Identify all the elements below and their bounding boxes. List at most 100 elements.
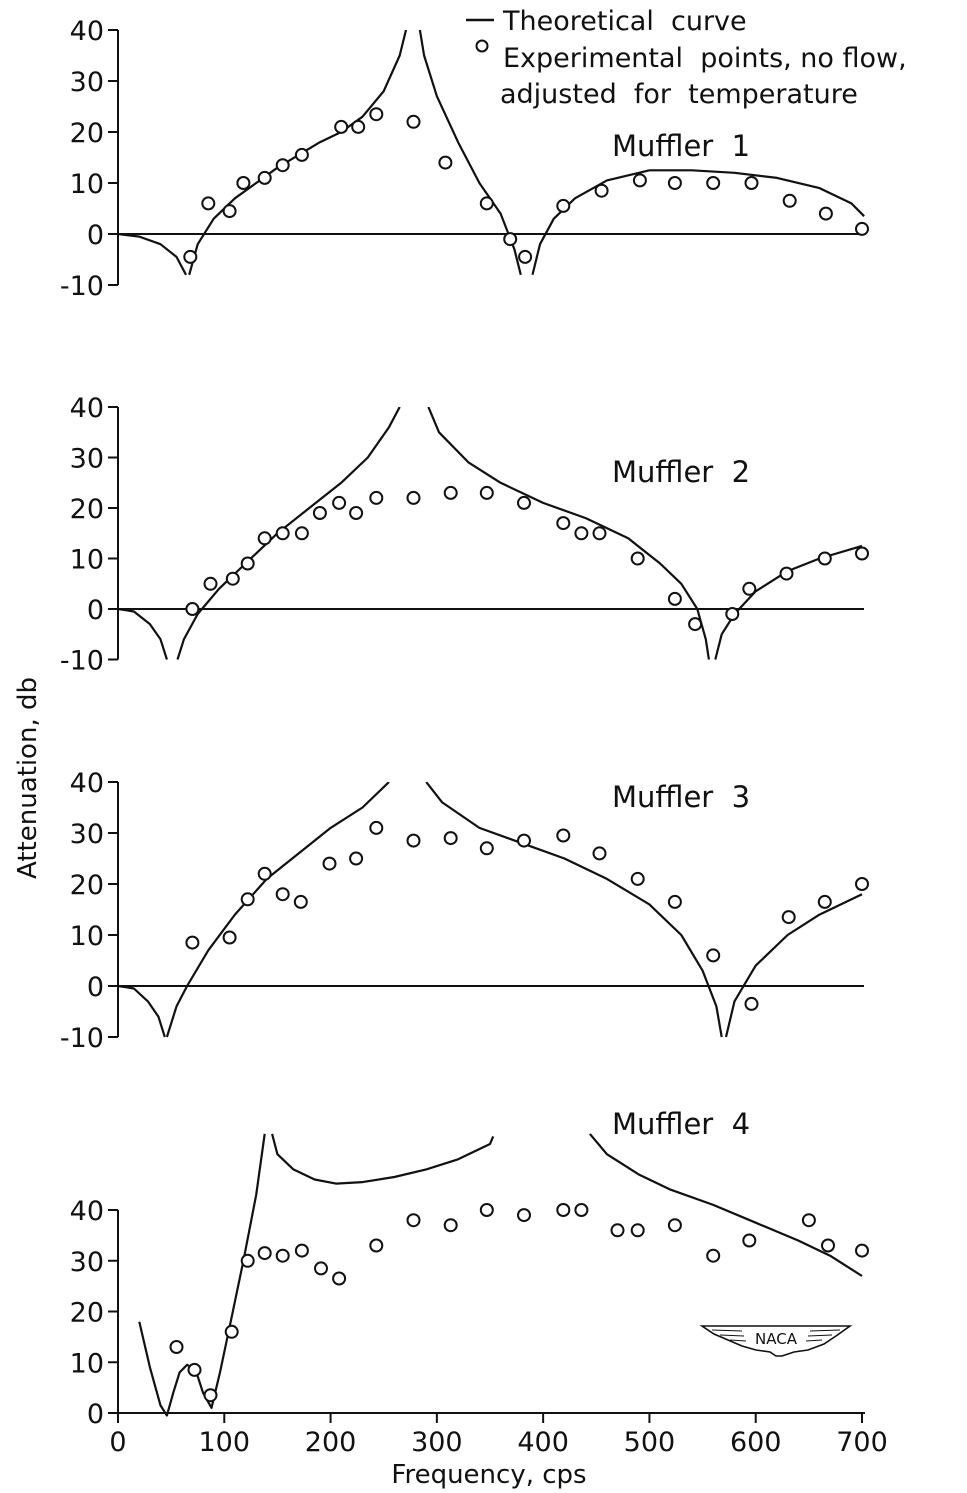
- experimental-point: [203, 1388, 218, 1403]
- panel-title: Muffler 2: [612, 455, 750, 489]
- experimental-point: [222, 930, 237, 945]
- experimental-point: [479, 841, 494, 856]
- theoretical-curve-segment: [271, 1133, 495, 1185]
- y-tick-label: 20: [70, 870, 104, 901]
- y-tick-label: 40: [70, 1196, 104, 1227]
- experimental-point: [855, 546, 869, 561]
- experimental-point: [479, 485, 494, 500]
- experimental-point: [294, 147, 309, 162]
- y-tick-label: 30: [70, 444, 104, 475]
- experimental-point: [443, 831, 458, 846]
- experimental-point: [479, 1203, 494, 1217]
- experimental-point: [332, 495, 347, 510]
- theoretical-curve-segment: [165, 782, 390, 1038]
- experimental-point: [293, 894, 308, 909]
- naca-logo-feathers: [711, 1329, 841, 1342]
- experimental-point: [169, 1340, 184, 1354]
- experimental-point: [406, 833, 421, 848]
- y-tick-label: 0: [87, 220, 104, 251]
- theoretical-curve-segment: [531, 169, 865, 276]
- theoretical-curve-segment: [138, 1133, 266, 1417]
- experimental-point: [818, 206, 833, 221]
- experimental-point: [667, 591, 682, 606]
- experimental-point: [479, 196, 494, 211]
- experimental-point: [369, 107, 384, 122]
- experimental-point: [203, 576, 218, 591]
- theoretical-curve-segment: [589, 1133, 863, 1277]
- experimental-point: [312, 506, 327, 520]
- x-tick-label: 600: [730, 1427, 782, 1458]
- x-tick-label: 100: [199, 1427, 251, 1458]
- experimental-point: [275, 1248, 290, 1263]
- experimental-point: [187, 1362, 202, 1377]
- experimental-point: [517, 1208, 531, 1223]
- experimental-point: [556, 1203, 571, 1217]
- experimental-point: [322, 856, 337, 871]
- experimental-point: [667, 176, 682, 190]
- experimental-point: [236, 176, 251, 190]
- experimental-point: [801, 1213, 816, 1228]
- experimental-point: [517, 495, 531, 510]
- experimental-point: [630, 551, 645, 566]
- x-tick-label: 700: [836, 1427, 888, 1458]
- experimental-point: [349, 506, 364, 520]
- experimental-point: [257, 531, 272, 546]
- experimental-point: [744, 176, 759, 190]
- experimental-point: [556, 198, 571, 213]
- experimental-point: [779, 566, 794, 581]
- y-tick-label: 0: [87, 972, 104, 1003]
- y-tick-label: 30: [70, 67, 104, 98]
- experimental-point: [349, 851, 364, 866]
- y-tick-label: 20: [70, 118, 104, 149]
- experimental-point: [503, 232, 518, 247]
- y-tick-label: 10: [70, 1348, 104, 1379]
- experimental-point: [742, 1233, 757, 1248]
- experimental-point: [183, 249, 198, 264]
- experimental-point: [438, 155, 453, 170]
- y-tick-label: -10: [60, 271, 104, 302]
- experimental-point: [443, 485, 458, 500]
- experimental-point: [406, 1213, 421, 1228]
- panel-muffler-1: 40 30 20 10 0 -10 Muffler 1: [60, 16, 869, 302]
- experimental-point: [275, 526, 290, 541]
- y-tick-label: -10: [60, 646, 104, 677]
- experimental-point: [574, 1203, 589, 1217]
- experimental-point: [518, 249, 533, 264]
- experimental-point: [632, 173, 647, 188]
- legend-marker-label-line1: Experimental points, no flow,: [503, 43, 907, 74]
- experimental-point: [817, 894, 832, 909]
- experimental-point: [744, 996, 759, 1011]
- experimental-point: [224, 1324, 239, 1339]
- experimental-point: [517, 833, 531, 848]
- experimental-point: [742, 581, 757, 596]
- experimental-point: [592, 846, 607, 861]
- experimental-point: [574, 526, 589, 541]
- experimental-point: [294, 526, 309, 541]
- experimental-point: [369, 820, 384, 835]
- y-tick-label: 40: [70, 16, 104, 47]
- experimental-point: [443, 1218, 458, 1233]
- experimental-point: [332, 1271, 347, 1286]
- experimental-point: [257, 866, 272, 881]
- x-axis-title: Frequency, cps: [391, 1460, 586, 1490]
- y-tick-label: 30: [70, 1247, 104, 1278]
- experimental-point: [369, 490, 384, 505]
- panel-title: Muffler 1: [612, 129, 750, 163]
- panel-muffler-3: 40 30 20 10 0 -10 Muffler 3: [60, 768, 869, 1054]
- experimental-point: [688, 617, 703, 632]
- naca-logo-wings: [699, 1325, 853, 1357]
- experimental-point: [257, 1246, 272, 1261]
- experimental-point: [725, 607, 740, 621]
- legend-line-label: Theoretical curve: [502, 6, 747, 37]
- experimental-point: [855, 221, 869, 236]
- experimental-point: [630, 871, 645, 886]
- experimental-point: [667, 1218, 682, 1233]
- y-tick-label: 10: [70, 545, 104, 576]
- experimental-point: [817, 551, 832, 566]
- theoretical-curve-segment: [724, 893, 863, 1038]
- x-tick-label: 0: [109, 1427, 126, 1458]
- naca-logo-text: NACA: [755, 1330, 798, 1348]
- experimental-point: [592, 526, 607, 541]
- legend-marker-label-line2: adjusted for temperature: [500, 79, 858, 110]
